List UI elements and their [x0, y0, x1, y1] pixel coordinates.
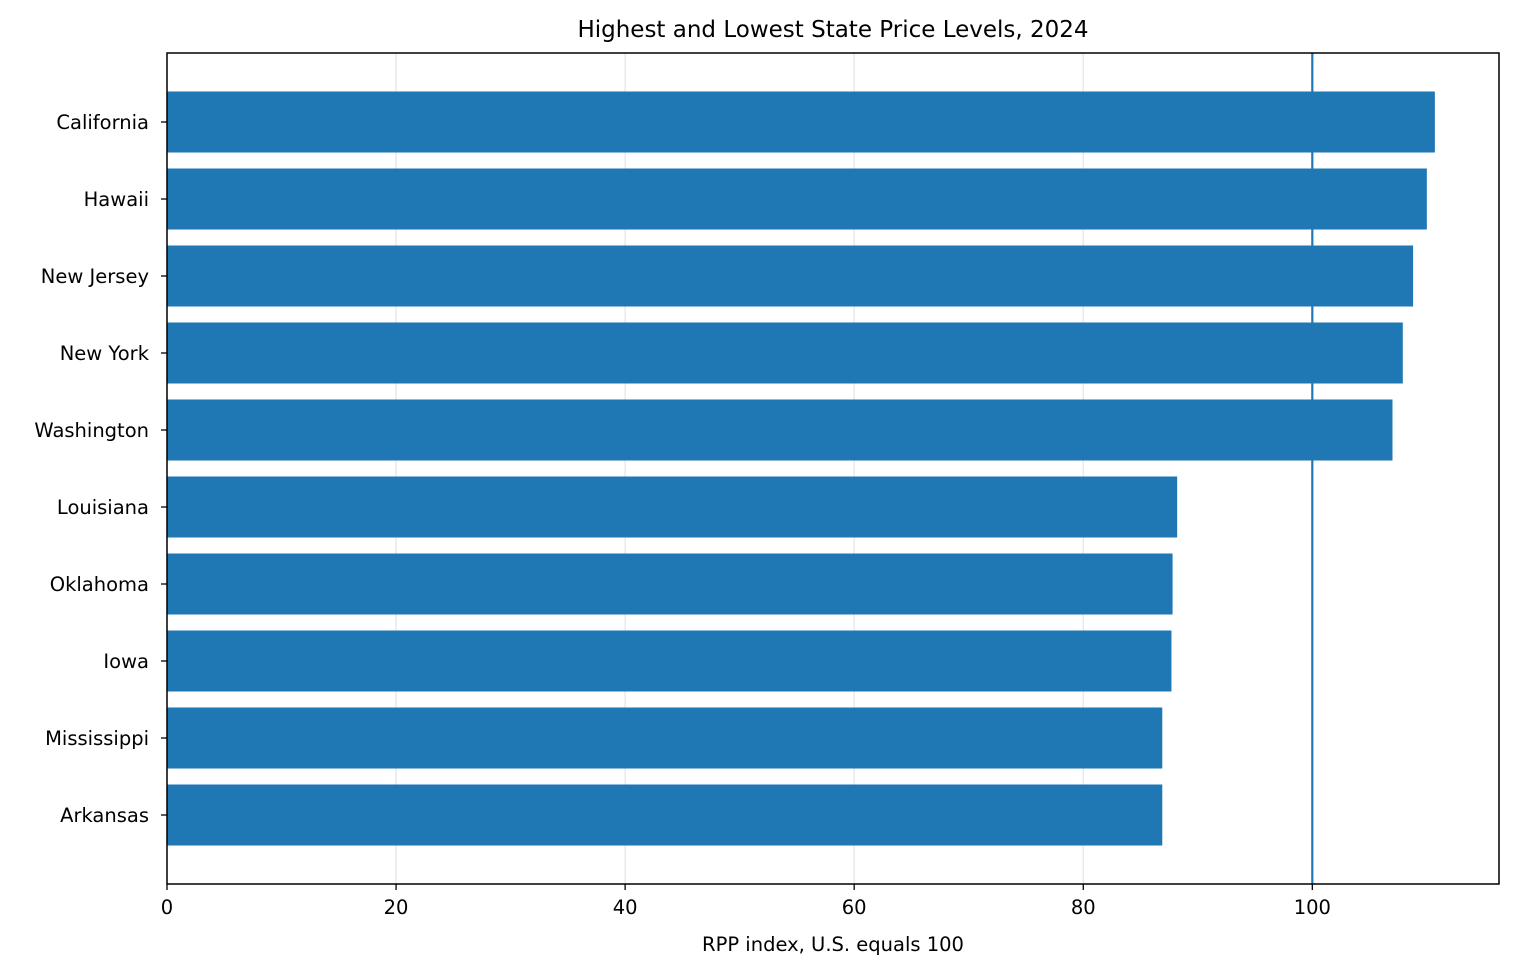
x-axis-label: RPP index, U.S. equals 100: [702, 933, 964, 956]
y-tick-label-louisiana: Louisiana: [57, 496, 149, 519]
y-tick-label-new-york: New York: [60, 342, 150, 365]
bar-new-york: [167, 322, 1403, 384]
bar-louisiana: [167, 476, 1178, 538]
x-tick-label: 40: [613, 896, 638, 919]
bar-mississippi: [167, 707, 1163, 769]
x-tick-label: 0: [161, 896, 173, 919]
bars: [167, 91, 1435, 846]
y-tick-label-california: California: [56, 111, 149, 134]
bar-california: [167, 91, 1435, 153]
x-tick-label: 100: [1294, 896, 1331, 919]
chart-title: Highest and Lowest State Price Levels, 2…: [577, 17, 1088, 43]
bar-iowa: [167, 630, 1172, 692]
y-tick-label-arkansas: Arkansas: [60, 804, 149, 827]
x-tick-label: 80: [1071, 896, 1096, 919]
y-tick-label-oklahoma: Oklahoma: [50, 573, 149, 596]
bar-arkansas: [167, 784, 1163, 846]
y-tick-label-washington: Washington: [34, 419, 149, 442]
x-tick-label: 20: [384, 896, 409, 919]
x-tick-label: 60: [842, 896, 867, 919]
bar-oklahoma: [167, 553, 1173, 615]
y-axis-ticks: California Hawaii New Jersey New York Washin…: [34, 111, 167, 827]
y-tick-label-mississippi: Mississippi: [45, 727, 149, 750]
bar-washington: [167, 399, 1393, 461]
plot-area-frame: [166, 52, 1500, 885]
y-tick-label-new-jersey: New Jersey: [41, 265, 149, 288]
x-axis-ticks: 0 20 40 60 80 100: [161, 884, 1331, 919]
y-tick-label-hawaii: Hawaii: [84, 188, 149, 211]
bar-hawaii: [167, 168, 1427, 230]
bar-new-jersey: [167, 245, 1414, 307]
y-tick-label-iowa: Iowa: [103, 650, 149, 673]
